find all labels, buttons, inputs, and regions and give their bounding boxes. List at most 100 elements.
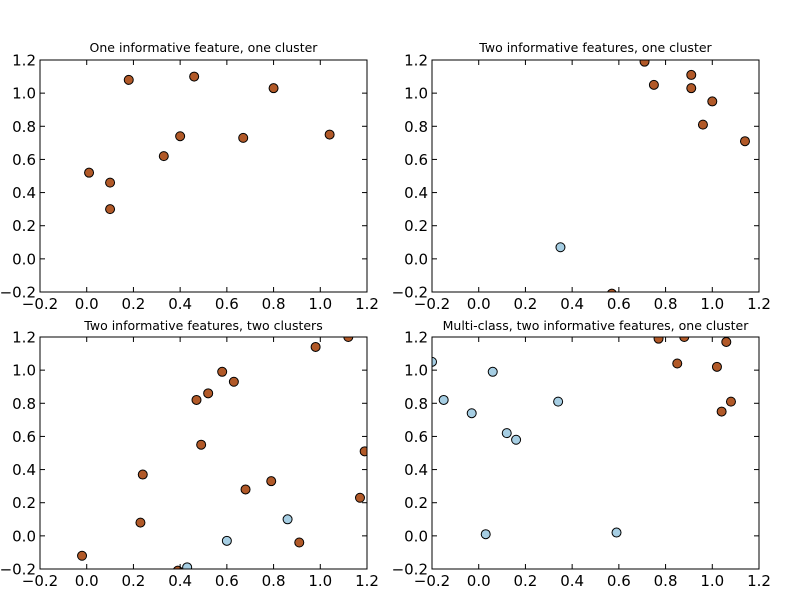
points (432, 337, 736, 540)
subplot-title: Multi-class, two informative features, o… (443, 318, 750, 333)
x-tick-label: 0.8 (262, 295, 286, 313)
subplot-3: Two informative features, two clusters −0… (0, 318, 379, 590)
x-tick-label: 0.4 (168, 572, 192, 590)
y-tick-label: 0.6 (404, 151, 428, 169)
axes-frame (431, 59, 760, 293)
point-class-1 (648, 79, 659, 90)
point-class-1 (310, 341, 321, 352)
y-tick-label: 0.2 (12, 217, 36, 235)
point-class-0 (432, 356, 437, 367)
x-tick-label: 0.4 (560, 295, 584, 313)
point-class-1 (175, 131, 186, 142)
y-tick-label: 0.8 (404, 118, 428, 136)
point-class-1 (294, 537, 305, 548)
points (77, 337, 367, 569)
point-class-1 (707, 96, 718, 107)
y-tick-label: −0.2 (392, 561, 428, 579)
y-tick-label: 0.0 (404, 527, 428, 545)
point-class-1 (607, 288, 617, 292)
subplot-1: One informative feature, one cluster −0.2… (0, 40, 379, 313)
point-class-1 (135, 517, 146, 528)
x-tick-label: −0.2 (414, 572, 450, 590)
y-tick-label: 0.4 (12, 461, 36, 479)
x-tick-label: 0.4 (168, 295, 192, 313)
point-class-1 (639, 60, 650, 67)
axes-frame (39, 336, 368, 570)
point-class-0 (480, 529, 491, 540)
axes-frame (39, 59, 368, 293)
point-class-1 (217, 366, 228, 377)
point-class-1 (739, 136, 750, 147)
y-tick-label: 0.6 (12, 151, 36, 169)
point-class-1 (240, 484, 251, 495)
point-class-0 (553, 396, 564, 407)
x-tick-label: 0.6 (607, 295, 631, 313)
x-tick-label: 0.0 (467, 572, 491, 590)
point-class-0 (511, 434, 522, 445)
point-class-1 (324, 129, 335, 140)
subplot-2: Two informative features, one cluster −0.… (392, 40, 771, 313)
x-tick-label: 0.2 (513, 572, 537, 590)
x-tick-label: 0.0 (75, 295, 99, 313)
x-tick-label: 0.8 (262, 572, 286, 590)
y-tick-label: 0.6 (404, 428, 428, 446)
point-class-1 (697, 119, 708, 130)
point-class-1 (105, 204, 116, 215)
y-tick-label: 1.2 (404, 329, 428, 347)
x-tick-label: 1.2 (355, 295, 379, 313)
point-class-0 (487, 366, 498, 377)
x-tick-label: 0.6 (607, 572, 631, 590)
y-tick-label: 0.8 (12, 118, 36, 136)
point-class-1 (137, 469, 148, 480)
point-class-1 (123, 74, 134, 85)
point-class-1 (672, 358, 683, 369)
x-tick-label: 0.2 (513, 295, 537, 313)
point-class-1 (158, 151, 169, 162)
point-class-1 (238, 132, 249, 143)
point-class-0 (282, 514, 293, 525)
x-tick-label: 0.8 (654, 295, 678, 313)
point-class-1 (711, 361, 722, 372)
point-class-1 (343, 337, 354, 342)
subplot-title: Two informative features, two clusters (83, 318, 322, 333)
x-tick-label: −0.2 (22, 572, 58, 590)
subplot-title: One informative feature, one cluster (90, 40, 319, 55)
point-class-1 (653, 337, 664, 344)
y-tick-label: 0.2 (12, 494, 36, 512)
points (555, 60, 750, 292)
point-class-1 (679, 337, 690, 342)
x-tick-label: 0.8 (654, 572, 678, 590)
point-class-1 (721, 337, 732, 347)
point-class-1 (725, 396, 736, 407)
point-class-1 (84, 167, 95, 178)
x-tick-label: −0.2 (22, 295, 58, 313)
point-class-0 (466, 408, 477, 419)
axes-frame (431, 336, 760, 570)
point-class-0 (611, 527, 622, 538)
subplot-title: Two informative features, one cluster (478, 40, 712, 55)
point-class-0 (501, 428, 512, 439)
y-tick-label: 1.2 (12, 52, 36, 70)
y-tick-label: −0.2 (0, 561, 36, 579)
y-tick-label: 1.0 (404, 362, 428, 380)
x-tick-label: 0.6 (215, 572, 239, 590)
y-tick-label: 0.8 (404, 395, 428, 413)
point-class-1 (196, 439, 207, 450)
y-tick-label: 1.2 (404, 52, 428, 70)
point-class-0 (438, 394, 449, 405)
y-tick-label: 0.2 (404, 217, 428, 235)
point-class-0 (555, 242, 566, 253)
y-tick-label: 1.0 (12, 85, 36, 103)
y-tick-label: 0.0 (404, 250, 428, 268)
y-tick-label: 0.0 (12, 250, 36, 268)
y-tick-label: 0.4 (404, 184, 428, 202)
points (84, 71, 335, 215)
x-tick-label: 1.0 (308, 295, 332, 313)
x-tick-label: 0.0 (75, 572, 99, 590)
y-tick-label: 0.0 (12, 527, 36, 545)
x-tick-label: 0.2 (121, 295, 145, 313)
point-class-1 (203, 388, 214, 399)
y-tick-label: 1.2 (12, 329, 36, 347)
point-class-1 (354, 492, 365, 503)
